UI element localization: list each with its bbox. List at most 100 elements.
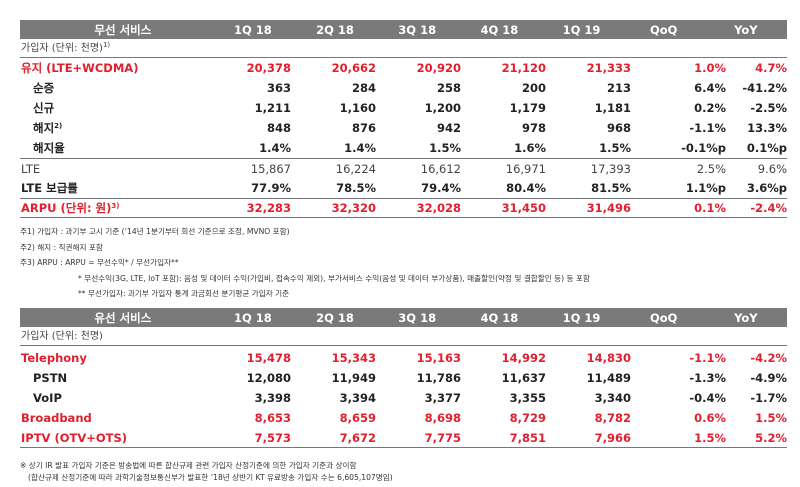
- cell: 15,343: [331, 351, 376, 365]
- cell: 15,867: [250, 161, 291, 176]
- cell: 0.1%p: [746, 141, 787, 155]
- footnotes: 주1) 가입자 : 과기부 고시 기준 (‘14년 1분기부터 회선 기준으로 …: [20, 224, 590, 302]
- cell: 1,179: [509, 101, 546, 115]
- footnote-3-detail-2: ** 무선가입자: 과기부 가입자 통계 과금회선 분기평균 가입자 기준: [78, 289, 290, 298]
- cell: 21,333: [586, 61, 631, 75]
- cell: 284: [351, 81, 376, 95]
- col-qoq: QoQ: [649, 310, 678, 325]
- cell: 200: [521, 81, 546, 95]
- cell: 20,378: [246, 61, 291, 75]
- cell: 7,851: [509, 430, 546, 445]
- cell: 32,028: [416, 201, 461, 215]
- footnote-ref: 1): [102, 41, 111, 49]
- table-row-iptv: IPTV (OTV+OTS) 7,573 7,672 7,775 7,851 7…: [20, 428, 787, 448]
- cell: 8,653: [254, 411, 291, 425]
- cell: 0.1%: [694, 201, 726, 215]
- footnote-3: 주3) ARPU : ARPU = 무선수익* / 무선가입자**: [20, 258, 179, 267]
- cell: -0.4%: [689, 391, 726, 405]
- col-yoy: YoY: [734, 22, 758, 37]
- cell: 20,920: [416, 61, 461, 75]
- wired-table: 유선 서비스 1Q 18 2Q 18 3Q 18 4Q 18 1Q 19 QoQ…: [20, 308, 787, 448]
- cell: 3.6%p: [746, 181, 787, 195]
- cell: 1.1%p: [685, 181, 726, 195]
- cell: 80.4%: [506, 181, 546, 195]
- cell: 32,283: [246, 201, 291, 215]
- cell: 1.5%: [599, 141, 631, 155]
- table-row-telephony: Telephony 15,478 15,343 15,163 14,992 14…: [20, 348, 787, 368]
- wireless-header: 무선 서비스 1Q 18 2Q 18 3Q 18 4Q 18 1Q 19 QoQ…: [20, 20, 787, 39]
- footnote-ref: 2): [54, 122, 63, 130]
- col-4q18: 4Q 18: [480, 22, 519, 37]
- cell: 14,992: [501, 351, 546, 365]
- cell: 876: [351, 121, 376, 135]
- cell: 3,340: [594, 391, 631, 405]
- cell: 978: [521, 121, 546, 135]
- wired-header: 유선 서비스 1Q 18 2Q 18 3Q 18 4Q 18 1Q 19 QoQ…: [20, 308, 787, 327]
- col-yoy: YoY: [734, 310, 758, 325]
- cell: 3,377: [424, 391, 461, 405]
- wired-unit-label: 가입자 (단위: 천명): [20, 327, 787, 346]
- row-label: VoIP: [33, 391, 62, 405]
- table-row-new: 신규 1,211 1,160 1,200 1,179 1,181 0.2% -2…: [20, 98, 787, 118]
- col-4q18: 4Q 18: [480, 310, 519, 325]
- cell: 5.2%: [755, 430, 787, 445]
- table-row-lte-penetration: LTE 보급률 77.9% 78.5% 79.4% 80.4% 81.5% 1.…: [20, 178, 787, 198]
- row-label-text: ARPU (단위: 원): [21, 201, 112, 215]
- footnote-2: 주2) 해지 : 직권해지 포함: [20, 242, 103, 252]
- col-2q18: 2Q 18: [316, 22, 354, 37]
- cell: 7,775: [424, 430, 461, 445]
- wired-header-title: 유선 서비스: [94, 310, 152, 325]
- cell: 13.3%: [747, 121, 787, 135]
- cell: 77.9%: [251, 181, 291, 195]
- table-row-pstn: PSTN 12,080 11,949 11,786 11,637 11,489 …: [20, 368, 787, 388]
- cell: 7,573: [254, 430, 291, 445]
- cell: 31,496: [586, 201, 631, 215]
- table-row-churn-rate: 해지율 1.4% 1.4% 1.5% 1.6% 1.5% -0.1%p 0.1%…: [20, 138, 787, 158]
- cell: 3,355: [509, 391, 546, 405]
- cell: 1.0%: [694, 61, 726, 75]
- cell: 942: [436, 121, 461, 135]
- row-label: Telephony: [21, 351, 87, 365]
- cell: 7,966: [594, 430, 631, 445]
- cell: 20,662: [331, 61, 376, 75]
- cell: 1.6%: [514, 141, 546, 155]
- cell: -1.3%: [689, 371, 726, 385]
- row-label: LTE 보급률: [21, 181, 78, 195]
- row-label: LTE: [21, 161, 41, 176]
- wireless-table: 무선 서비스 1Q 18 2Q 18 3Q 18 4Q 18 1Q 19 QoQ…: [20, 20, 787, 218]
- col-2q18: 2Q 18: [316, 310, 354, 325]
- cell: 1,211: [254, 101, 291, 115]
- cell: 8,782: [594, 411, 631, 425]
- cell: 1.5%: [429, 141, 461, 155]
- unit-text: 가입자 (단위: 천명): [21, 43, 103, 54]
- cell: 0.2%: [694, 101, 726, 115]
- cell: 1.5%: [694, 430, 726, 445]
- cell: -4.9%: [750, 371, 787, 385]
- row-label: IPTV (OTV+OTS): [21, 430, 128, 445]
- cell: 15,163: [416, 351, 461, 365]
- cell: -41.2%: [742, 81, 787, 95]
- row-label: PSTN: [33, 371, 68, 385]
- row-label: 해지율: [33, 141, 65, 155]
- cell: 1.5%: [755, 411, 787, 425]
- row-label: Broadband: [21, 411, 92, 425]
- table-row-churn: 해지2) 848 876 942 978 968 -1.1% 13.3%: [20, 118, 787, 138]
- cell: 79.4%: [421, 181, 461, 195]
- cell: 17,393: [590, 161, 631, 176]
- row-label: ARPU (단위: 원)3): [20, 200, 198, 216]
- table-row-net-add: 순증 363 284 258 200 213 6.4% -41.2%: [20, 78, 787, 98]
- row-label: 신규: [33, 101, 55, 115]
- cell: 11,949: [331, 371, 376, 385]
- cell: 11,637: [501, 371, 546, 385]
- row-label: 유지 (LTE+WCDMA): [21, 61, 139, 75]
- footnote-1: 주1) 가입자 : 과기부 고시 기준 (‘14년 1분기부터 회선 기준으로 …: [20, 227, 290, 236]
- cell: 14,830: [586, 351, 631, 365]
- col-1q18: 1Q 18: [233, 310, 272, 325]
- footnote-3-detail-1: * 무선수익(3G, LTE, IoT 포함): 음성 및 데이터 수익(가입비…: [78, 273, 590, 283]
- cell: 11,786: [416, 371, 461, 385]
- cell: 81.5%: [591, 181, 631, 195]
- row-label-text: 해지: [33, 121, 55, 135]
- cell: -1.7%: [750, 391, 787, 405]
- footnote-ref: 3): [111, 202, 120, 210]
- cell: 32,320: [331, 201, 376, 215]
